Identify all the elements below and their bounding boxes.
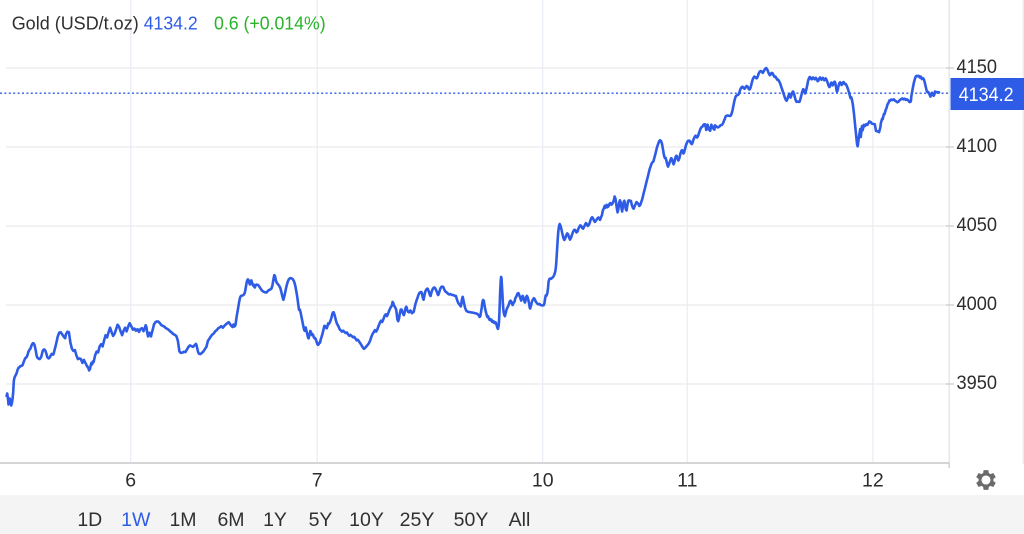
svg-text:1D: 1D — [77, 509, 102, 531]
svg-text:25Y: 25Y — [400, 509, 435, 531]
svg-text:4000: 4000 — [957, 293, 998, 315]
svg-text:11: 11 — [677, 470, 697, 492]
svg-text:3950: 3950 — [957, 372, 998, 394]
svg-text:6: 6 — [125, 470, 136, 492]
svg-text:0.6 (+0.014%): 0.6 (+0.014%) — [214, 13, 326, 34]
svg-text:12: 12 — [862, 470, 884, 492]
svg-text:4150: 4150 — [957, 56, 998, 78]
svg-text:7: 7 — [312, 470, 323, 492]
svg-text:1Y: 1Y — [263, 509, 287, 531]
svg-text:5Y: 5Y — [309, 509, 333, 531]
svg-text:1M: 1M — [169, 509, 196, 531]
svg-text:4050: 4050 — [957, 214, 998, 236]
svg-text:6M: 6M — [217, 509, 244, 531]
svg-text:10Y: 10Y — [349, 509, 384, 531]
svg-text:Gold (USD/t.oz): Gold (USD/t.oz) — [12, 13, 139, 34]
svg-text:1W: 1W — [121, 509, 151, 531]
svg-text:50Y: 50Y — [454, 509, 489, 531]
svg-text:10: 10 — [532, 470, 554, 492]
svg-text:All: All — [509, 509, 531, 531]
svg-text:4134.2: 4134.2 — [959, 84, 1014, 106]
svg-text:4134.2: 4134.2 — [144, 13, 198, 34]
svg-text:4100: 4100 — [957, 135, 998, 157]
